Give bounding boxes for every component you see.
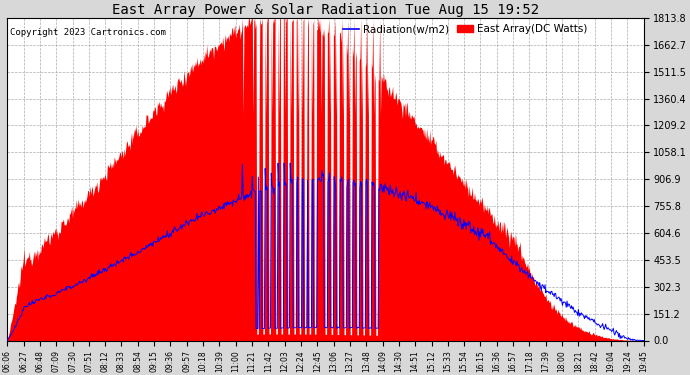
- Text: Copyright 2023 Cartronics.com: Copyright 2023 Cartronics.com: [10, 28, 166, 37]
- Title: East Array Power & Solar Radiation Tue Aug 15 19:52: East Array Power & Solar Radiation Tue A…: [112, 3, 539, 17]
- Legend: Radiation(w/m2), East Array(DC Watts): Radiation(w/m2), East Array(DC Watts): [342, 23, 589, 35]
